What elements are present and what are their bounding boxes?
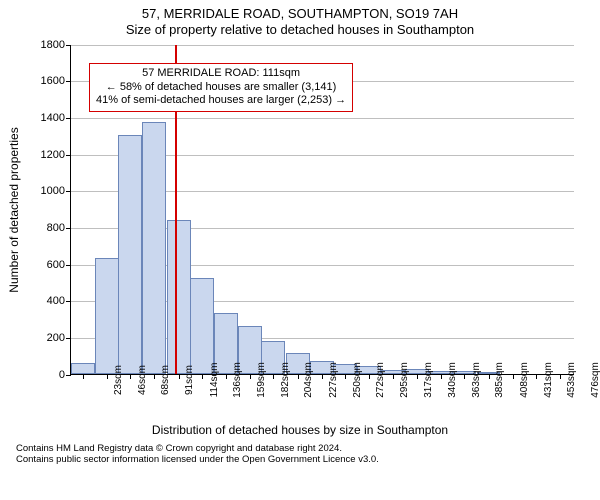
footer-line1: Contains HM Land Registry data © Crown c… [16,443,584,455]
y-tick [66,81,71,82]
annotation-line: 41% of semi-detached houses are larger (… [96,94,346,108]
y-tick [66,265,71,266]
y-tick-label: 1200 [41,149,65,161]
annotation-line: 57 MERRIDALE ROAD: 111sqm [96,67,346,81]
y-tick [66,191,71,192]
histogram-bar [118,135,142,373]
gridline [71,45,574,46]
x-axis-label: Distribution of detached houses by size … [0,423,600,437]
gridline [71,118,574,119]
y-tick-label: 800 [47,222,65,234]
y-tick-label: 0 [59,369,65,381]
footer-line2: Contains public sector information licen… [16,454,584,466]
y-tick-label: 600 [47,259,65,271]
y-tick [66,45,71,46]
y-tick [66,118,71,119]
plot-area: 02004006008001000120014001600180023sqm46… [70,45,574,375]
histogram-bar [95,258,119,374]
page-title-line2: Size of property relative to detached ho… [0,22,600,38]
x-tick-label: 476sqm [560,362,600,398]
y-axis-label: Number of detached properties [7,127,21,292]
histogram-chart: Number of detached properties 0200400600… [16,43,584,423]
histogram-bar [167,220,191,374]
y-tick-label: 1400 [41,112,65,124]
y-tick [66,301,71,302]
y-tick [66,338,71,339]
page-title-line1: 57, MERRIDALE ROAD, SOUTHAMPTON, SO19 7A… [0,0,600,22]
y-tick [66,155,71,156]
y-tick [66,228,71,229]
y-tick-label: 200 [47,332,65,344]
y-tick-label: 1000 [41,185,65,197]
y-tick-label: 1800 [41,39,65,51]
annotation-box: 57 MERRIDALE ROAD: 111sqm← 58% of detach… [89,63,353,112]
y-tick [66,375,71,376]
histogram-bar [190,278,214,373]
y-tick-label: 400 [47,295,65,307]
annotation-line: ← 58% of detached houses are smaller (3,… [96,81,346,95]
histogram-bar [142,122,166,373]
y-tick-label: 1600 [41,75,65,87]
